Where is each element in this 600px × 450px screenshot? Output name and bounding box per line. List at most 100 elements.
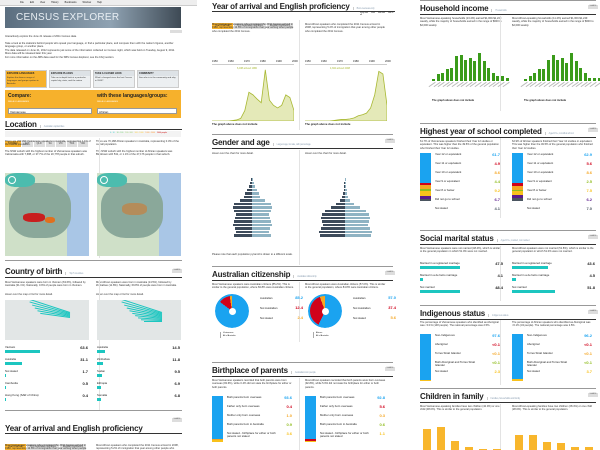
income-bar[interactable] [551,54,555,81]
income-bar[interactable] [570,53,573,81]
list-item-label[interactable]: Vietnam [5,345,16,349]
children-bar[interactable] [557,443,565,450]
pyramid-bar-male[interactable] [331,206,345,209]
pyramid-bar-male[interactable] [249,185,252,188]
language-select-left[interactable]: Vietnamese [8,108,92,114]
income-bar[interactable] [528,76,532,81]
income-bar[interactable] [583,72,587,81]
pyramid-bar-male[interactable] [343,192,345,195]
menu-item[interactable]: File [20,1,24,4]
pyramid-bar-female[interactable] [252,223,272,227]
list-item-label[interactable]: Not stated [435,369,448,373]
pyramid-bar-female[interactable] [252,220,271,223]
pyramid-bar-female[interactable] [252,209,271,213]
pyramid-bar-male[interactable] [343,188,345,192]
arrival-area-chart[interactable] [212,66,294,121]
list-item-label[interactable]: Did not go to school [435,197,460,201]
share-button[interactable]: SHARE [588,393,598,397]
location-tab[interactable]: TAS [66,140,78,147]
compare-right-options[interactable]: SEE ALL LANGUAGES [97,101,118,103]
login-button[interactable] [170,30,182,33]
children-bar[interactable] [515,434,523,450]
stacked-segment[interactable] [420,195,431,199]
income-bar[interactable] [487,67,491,81]
stacked-segment[interactable] [420,182,431,186]
share-button[interactable]: SHARE [172,269,182,273]
income-bar[interactable] [455,56,458,81]
list-item-label[interactable]: Father only born overseas [320,404,353,408]
pyramid-bar-male[interactable] [323,223,345,227]
pyramid-bar-female[interactable] [345,188,347,192]
location-tab[interactable]: VIC [55,140,66,147]
pyramid-bar-female[interactable] [345,209,366,213]
pyramid-bar-female[interactable] [345,227,371,230]
pyramid-bar-male[interactable] [235,216,252,220]
pyramid-bar-female[interactable] [252,202,271,206]
arrival-tab[interactable]: Year of arrival [5,443,26,450]
pyramid-bar-female[interactable] [345,192,348,195]
list-item-label[interactable]: Married in a de facto marriage [420,273,458,277]
list-item-label[interactable]: Cambodia [5,381,18,385]
list-item-label[interactable]: Not stated [527,369,540,373]
share-button[interactable]: SHARE [588,5,598,9]
stacked-segment[interactable] [512,153,523,184]
list-item-label[interactable]: Year 11 or equivalent [435,161,462,165]
children-bar[interactable] [465,447,473,450]
suburb-map[interactable] [5,173,89,256]
list-item-label[interactable]: Both parents born overseas [227,395,262,399]
pyramid-bar-female[interactable] [252,206,272,209]
list-item-label[interactable]: Year 11 or equivalent [527,161,554,165]
stacked-segment[interactable] [512,194,523,198]
income-bar[interactable] [560,57,564,81]
pyramid-bar-female[interactable] [345,185,347,188]
pyramid-bar-female[interactable] [252,199,265,202]
pyramid-bar-male[interactable] [240,199,252,202]
pyramid-bar-female[interactable] [345,181,346,185]
income-bar[interactable] [533,72,537,81]
income-bar[interactable] [450,67,454,81]
pyramid-bar-male[interactable] [234,234,252,237]
menu-item[interactable]: View [39,1,46,4]
list-item-label[interactable]: Year 12 or equivalent [527,152,554,156]
citizenship-donut[interactable] [307,293,343,329]
pyramid-bar-male[interactable] [322,213,345,216]
list-item-label[interactable]: Year 10 or equivalent [435,170,462,174]
list-item-label[interactable]: Non-Indigenous [435,333,455,337]
stacked-segment[interactable] [420,153,431,183]
income-bar[interactable] [574,61,578,81]
list-item-label[interactable]: Aboriginal [527,342,540,346]
children-bar[interactable] [437,427,445,450]
list-item-label[interactable]: Both Aboriginal and Torres Strait Island… [435,360,476,368]
income-bar[interactable] [537,69,541,81]
list-item-label[interactable]: Mother only born overseas [227,413,261,417]
share-button[interactable]: SHARE [588,235,598,239]
citizenship-donut[interactable] [214,293,250,329]
income-bar[interactable] [496,76,500,81]
pyramid-bar-female[interactable] [252,178,254,181]
children-bar[interactable] [423,429,431,450]
list-item-label[interactable]: Married in a de facto marriage [512,273,550,277]
share-button[interactable]: SHARE [588,128,598,132]
list-item-label[interactable]: Not stated [435,206,448,210]
location-tab[interactable]: ACT [21,140,33,147]
pyramid-bar-male[interactable] [233,206,252,209]
list-item-label[interactable]: Year 9 or equivalent [435,179,460,183]
list-item-label[interactable]: Year 10 or equivalent [527,170,554,174]
stacked-segment[interactable] [212,396,223,440]
income-bar[interactable] [491,72,495,81]
stacked-segment[interactable] [305,441,316,442]
pyramid-bar-female[interactable] [345,206,360,209]
list-item-label[interactable]: Not stated - birthplace for either or bo… [227,431,276,439]
suburb-map[interactable] [97,173,181,256]
pyramid-bar-male[interactable] [344,185,345,188]
pyramid-bar-female[interactable] [252,216,270,220]
income-bar[interactable] [478,53,481,81]
zoom-control[interactable] [8,176,16,184]
language-select-right[interactable]: African [97,108,177,114]
arrival-tab[interactable]: English proficiency [267,22,294,29]
income-bar[interactable] [588,77,592,81]
stacked-segment[interactable] [512,197,523,201]
income-bar[interactable] [468,57,472,81]
stacked-segment[interactable] [305,438,316,442]
pyramid-bar-male[interactable] [236,230,252,234]
